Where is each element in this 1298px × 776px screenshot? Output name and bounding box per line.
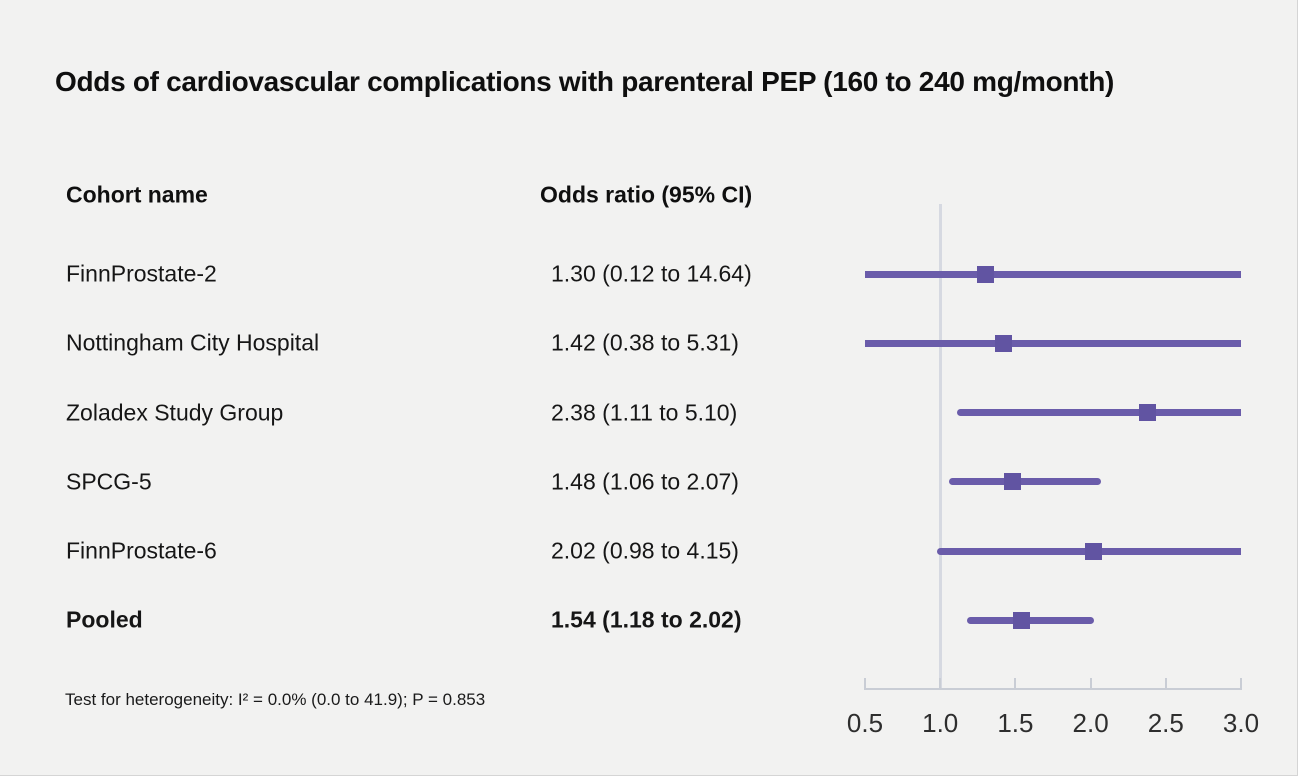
x-axis-tick xyxy=(1014,678,1017,688)
x-axis-tick xyxy=(864,678,866,688)
x-axis-tick xyxy=(1164,678,1167,688)
ci-line xyxy=(949,478,1102,485)
odds-ratio-value: 1.42 (0.38 to 5.31) xyxy=(551,329,739,356)
ci-line xyxy=(956,409,1241,416)
figure-title: Odds of cardiovascular complications wit… xyxy=(55,66,1115,97)
cohort-name: FinnProstate-2 xyxy=(66,260,217,287)
odds-ratio-value: 1.54 (1.18 to 2.02) xyxy=(551,606,742,633)
heterogeneity-note: Test for heterogeneity: I² = 0.0% (0.0 t… xyxy=(65,690,486,709)
estimate-marker xyxy=(1139,404,1157,421)
x-axis-line xyxy=(864,688,1242,690)
cohort-name: FinnProstate-6 xyxy=(66,537,217,564)
x-axis-tick xyxy=(1240,678,1242,688)
column-header-cohort: Cohort name xyxy=(66,181,208,208)
estimate-marker xyxy=(994,334,1012,352)
x-axis-tick-label: 1.5 xyxy=(997,708,1034,738)
reference-line xyxy=(938,204,942,688)
odds-ratio-value: 1.48 (1.06 to 2.07) xyxy=(551,468,739,494)
x-axis-tick xyxy=(939,678,942,688)
ci-line xyxy=(967,616,1094,624)
ci-line xyxy=(865,339,1241,347)
odds-ratio-value: 2.02 (0.98 to 4.15) xyxy=(551,537,739,564)
x-axis-tick-label: 2.5 xyxy=(1147,708,1184,738)
cohort-name: Nottingham City Hospital xyxy=(66,329,320,356)
estimate-marker xyxy=(976,265,994,283)
estimate-marker xyxy=(1012,611,1030,629)
x-axis-tick xyxy=(1089,678,1092,688)
estimate-marker xyxy=(1003,473,1021,490)
cohort-name: Pooled xyxy=(66,606,143,633)
odds-ratio-value: 2.38 (1.11 to 5.10) xyxy=(551,399,738,425)
x-axis-tick-label: 2.0 xyxy=(1072,708,1109,738)
odds-ratio-value: 1.30 (0.12 to 14.64) xyxy=(551,260,752,287)
x-axis-tick-label: 1.0 xyxy=(922,708,959,738)
cohort-name: Zoladex Study Group xyxy=(66,399,284,425)
x-axis-tick-label: 3.0 xyxy=(1222,708,1260,738)
column-header-odds-ratio: Odds ratio (95% CI) xyxy=(540,181,753,208)
cohort-name: SPCG-5 xyxy=(66,468,152,494)
x-axis-tick-label: 0.5 xyxy=(846,708,884,738)
estimate-marker xyxy=(1085,542,1103,560)
ci-line xyxy=(865,270,1241,278)
